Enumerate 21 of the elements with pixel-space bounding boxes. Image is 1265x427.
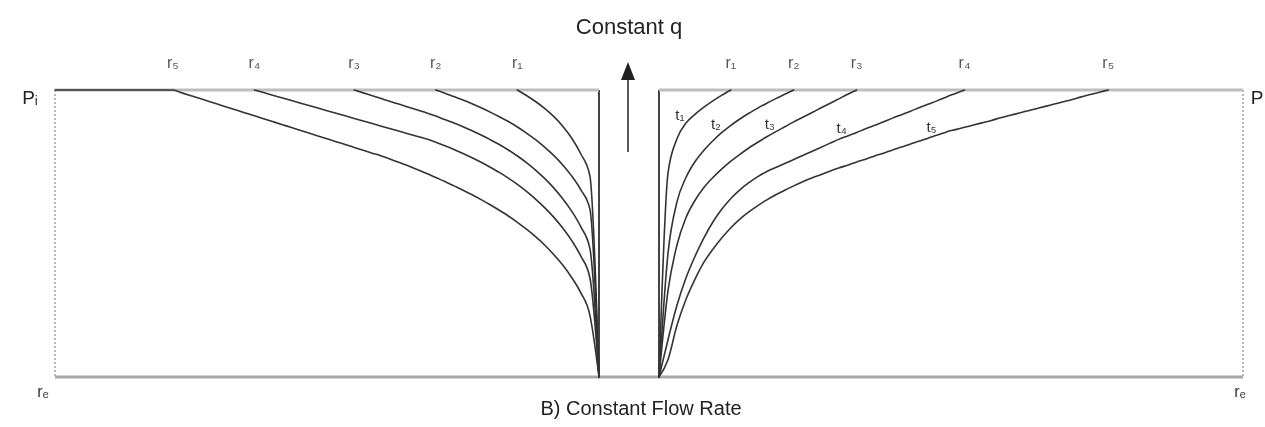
x-tick-label: r₁ bbox=[725, 54, 737, 71]
series-label: t₁ bbox=[675, 106, 685, 123]
x-tick-label: r₄ bbox=[248, 54, 261, 71]
x-tick-label: r₅ bbox=[1102, 54, 1115, 71]
x-tick-label: r₃ bbox=[348, 54, 361, 71]
x-axis-title: rₑ bbox=[1234, 383, 1246, 400]
x-tick-label: r₃ bbox=[850, 54, 863, 71]
series-label: t₅ bbox=[926, 118, 937, 136]
chart-title: Constant q bbox=[575, 14, 683, 39]
x-tick-label: r₄ bbox=[958, 54, 971, 71]
x-tick-label: r₅ bbox=[166, 54, 179, 71]
y-axis-title: Pᵢ bbox=[22, 87, 38, 108]
series-label: t₂ bbox=[710, 115, 722, 133]
x-axis-title: rₑ bbox=[37, 383, 49, 400]
x-tick-label: r₂ bbox=[788, 54, 800, 71]
x-tick-label: r₂ bbox=[430, 54, 442, 71]
x-tick-label: r₁ bbox=[512, 54, 523, 71]
y-axis-title: P bbox=[1250, 87, 1264, 108]
series-label: t₃ bbox=[764, 114, 775, 132]
text: B) Constant Flow Rate bbox=[540, 397, 742, 419]
series-label: t₄ bbox=[836, 118, 847, 136]
